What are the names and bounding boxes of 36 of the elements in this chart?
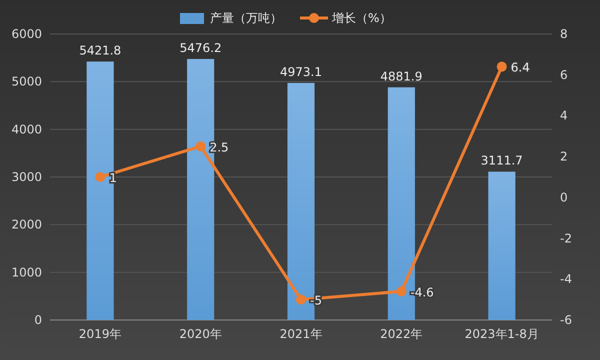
point	[496, 62, 507, 72]
y2-tick-label: 8	[560, 27, 568, 41]
y2-tick-label: 0	[560, 190, 568, 204]
y-tick-label: 0	[34, 313, 42, 327]
y-tick-label: 5000	[11, 74, 42, 89]
data-label: 5421.8	[79, 44, 122, 58]
x-tick-label: 2023年1-8月	[464, 327, 539, 341]
y-tick-label: 2000	[11, 218, 42, 232]
legend-label: 增长（%）	[331, 11, 392, 25]
y-tick-label: 6000	[11, 27, 42, 41]
data-label: 3111.7	[480, 154, 523, 168]
y-tick-label: 3000	[11, 170, 42, 184]
data-label: 4881.9	[380, 69, 422, 84]
data-label: 5476.2	[180, 40, 222, 55]
data-label: 6.4	[510, 60, 530, 75]
data-label: 4973.1	[280, 64, 322, 79]
x-tick-label: 2019年	[78, 327, 122, 341]
bar	[488, 172, 516, 320]
point	[296, 294, 306, 305]
x-tick-label: 2020年	[179, 327, 222, 341]
point	[95, 172, 106, 182]
data-label: -5	[310, 294, 322, 308]
x-tick-label: 2021年	[280, 327, 322, 341]
point	[396, 286, 406, 296]
y2-tick-label: 6	[560, 68, 568, 82]
legend-label: 产量（万吨）	[210, 11, 282, 25]
y-tick-label: 1000	[11, 265, 42, 280]
x-tick-label: 2022年	[380, 327, 423, 341]
y-tick-label: 4000	[11, 122, 42, 136]
bar	[86, 62, 114, 320]
y2-tick-label: -2	[560, 231, 572, 246]
y2-tick-label: 4	[560, 108, 568, 123]
y2-tick-label: 2	[560, 150, 568, 164]
y2-tick-label: -6	[560, 313, 572, 327]
point	[196, 141, 206, 152]
y2-tick-label: -4	[560, 272, 572, 286]
